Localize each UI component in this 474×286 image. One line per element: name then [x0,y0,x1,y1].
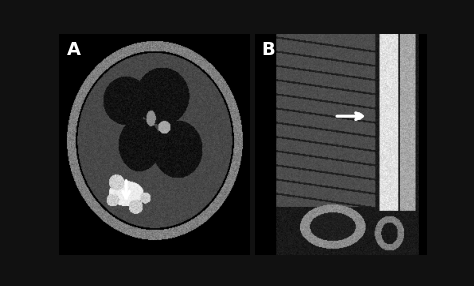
Text: A: A [67,41,81,59]
Text: B: B [262,41,275,59]
